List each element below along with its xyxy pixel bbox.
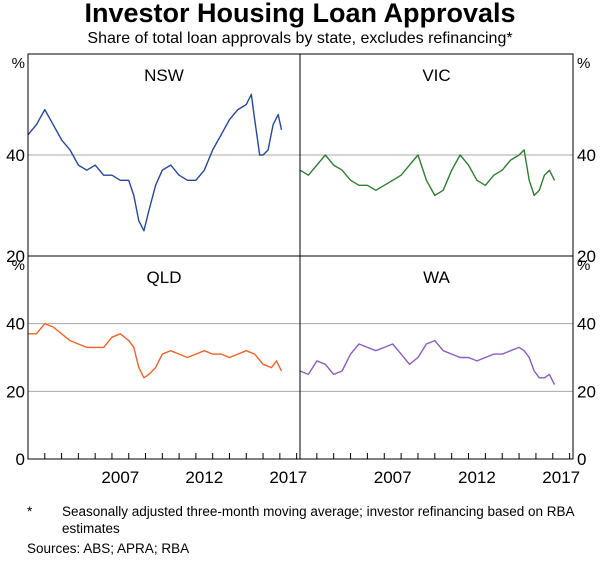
- footnote-marker: *: [27, 504, 33, 519]
- y-tick-label-left-row1-20: 20: [6, 247, 25, 266]
- unit-label-right-row1: %: [577, 55, 590, 72]
- footnote-text: Seasonally adjusted three-month moving a…: [62, 504, 574, 536]
- series-line-wa: [299, 339, 556, 385]
- panel-label-vic: VIC: [422, 66, 450, 85]
- panel-label-wa: WA: [423, 268, 450, 287]
- y-tick-label-left-row2-40: 40: [6, 315, 25, 334]
- y-tick-label-left-row1-40: 40: [6, 146, 25, 165]
- x-tick-label-right-2012: 2012: [458, 468, 496, 487]
- y-tick-label-right-row2-40: 40: [577, 315, 596, 334]
- y-tick-label-left-zero: 0: [16, 450, 25, 469]
- series-line-nsw: [27, 93, 283, 232]
- y-tick-label-right-row1-20: 20: [577, 247, 596, 266]
- panel-label-nsw: NSW: [144, 66, 184, 85]
- series-line-vic: [299, 149, 556, 197]
- series-line-qld: [28, 323, 283, 379]
- x-tick-label-right-2007: 2007: [374, 468, 412, 487]
- frame-layer: [27, 53, 574, 460]
- chart-title: Investor Housing Loan Approvals: [84, 0, 516, 28]
- unit-label-left-row1: %: [12, 55, 25, 72]
- x-tick-label-left-2007: 2007: [101, 468, 139, 487]
- label-layer: NSW VIC QLD WA% 40 20% 40 20% 40 20% 40 20 0 0 2007 201…: [6, 55, 596, 487]
- x-tick-label-left-2012: 2012: [185, 468, 223, 487]
- chart-subtitle: Share of total loan approvals by state, …: [87, 30, 513, 47]
- y-tick-label-right-row2-20: 20: [577, 382, 596, 401]
- unit-label-right-row2: %: [577, 257, 590, 274]
- x-tick-label-left-2017: 2017: [269, 468, 307, 487]
- y-tick-label-right-row1-40: 40: [577, 146, 596, 165]
- x-tick-label-right-2017: 2017: [542, 468, 580, 487]
- sources-note: Sources: ABS; APRA; RBA: [27, 541, 190, 556]
- y-tick-label-left-row2-20: 20: [6, 382, 25, 401]
- y-tick-label-right-zero: 0: [577, 450, 586, 469]
- series-layer: [27, 93, 556, 385]
- panel-label-qld: QLD: [147, 268, 182, 287]
- unit-label-left-row2: %: [12, 257, 25, 274]
